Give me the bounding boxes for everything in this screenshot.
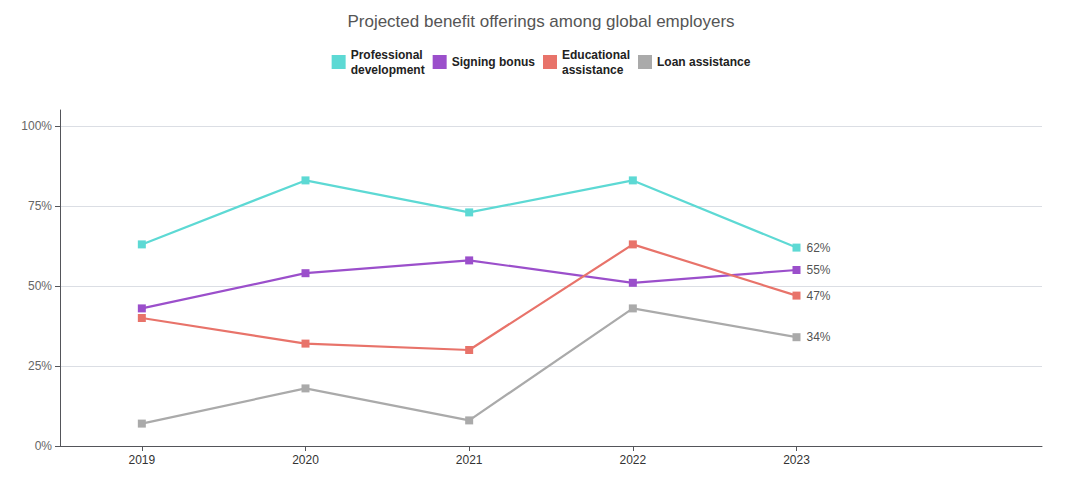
svg-text:Educational: Educational [562, 48, 630, 62]
svg-text:50%: 50% [28, 279, 52, 293]
svg-text:2023: 2023 [783, 453, 810, 467]
svg-text:62%: 62% [807, 241, 831, 255]
svg-text:Professional: Professional [351, 48, 423, 62]
svg-text:0%: 0% [35, 439, 53, 453]
svg-text:Projected benefit offerings am: Projected benefit offerings among global… [347, 12, 734, 31]
svg-text:75%: 75% [28, 199, 52, 213]
svg-text:55%: 55% [807, 263, 831, 277]
svg-text:2020: 2020 [292, 453, 319, 467]
svg-text:2019: 2019 [128, 453, 155, 467]
svg-text:47%: 47% [807, 289, 831, 303]
svg-text:34%: 34% [807, 330, 831, 344]
svg-text:assistance: assistance [562, 63, 624, 77]
svg-text:100%: 100% [21, 119, 52, 133]
svg-text:2021: 2021 [456, 453, 483, 467]
svg-text:25%: 25% [28, 359, 52, 373]
svg-text:development: development [351, 63, 425, 77]
svg-text:Loan assistance: Loan assistance [657, 55, 751, 69]
svg-text:Signing bonus: Signing bonus [452, 55, 536, 69]
svg-text:2022: 2022 [619, 453, 646, 467]
